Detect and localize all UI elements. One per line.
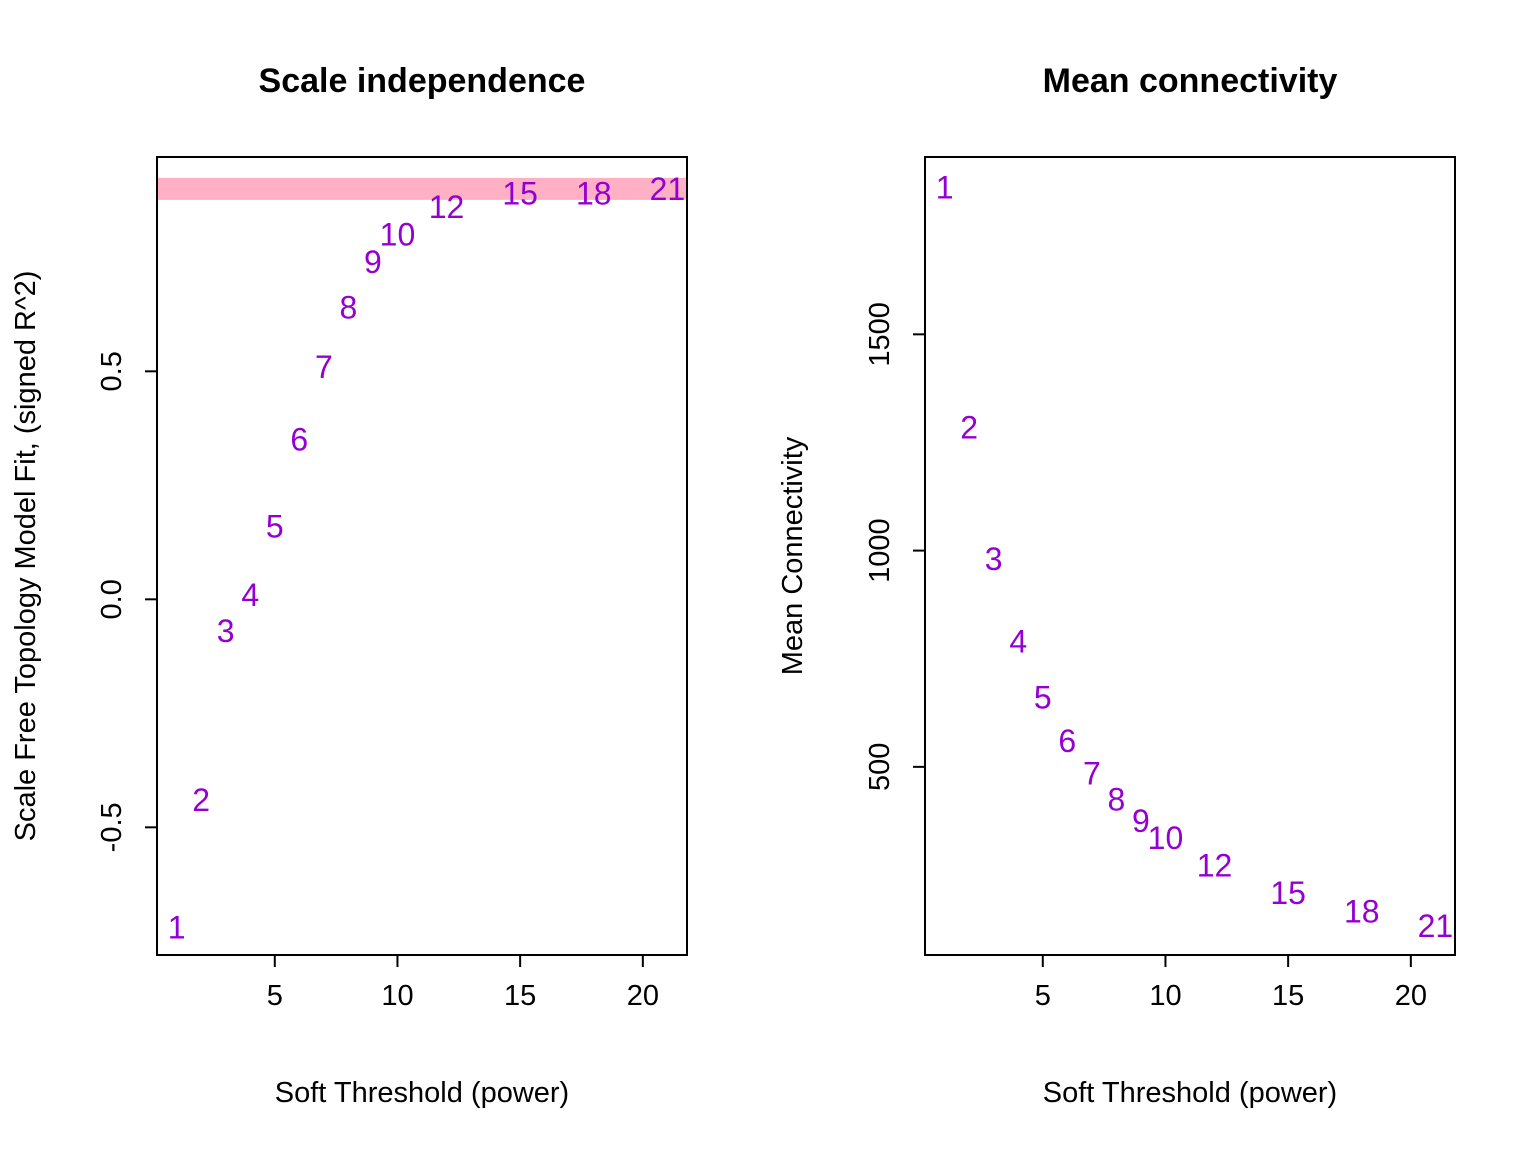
data-point-label: 5 <box>266 508 284 544</box>
data-point-label: 9 <box>1132 803 1150 839</box>
plot-frame <box>924 156 1456 956</box>
data-point-label: 6 <box>290 422 308 458</box>
data-point-label: 10 <box>380 217 416 253</box>
data-point-label: 18 <box>576 175 612 211</box>
data-point-label: 12 <box>429 189 465 225</box>
data-point-label: 4 <box>1009 623 1027 659</box>
mean-connectivity-panel: Mean connectivity Soft Threshold (power)… <box>777 62 1456 1109</box>
data-point-label: 2 <box>192 782 210 818</box>
x-tick-label: 15 <box>504 980 536 1012</box>
data-point-label: 15 <box>1270 875 1306 911</box>
y-tick-label: 1500 <box>864 302 896 367</box>
data-point-label: 15 <box>502 175 538 211</box>
data-point-label: 21 <box>1418 908 1454 944</box>
y-tick-label: 0.0 <box>96 579 128 619</box>
data-point-label: 2 <box>960 409 978 445</box>
data-point-label: 1 <box>936 169 954 205</box>
data-point-label: 7 <box>315 349 333 385</box>
x-tick-label: 15 <box>1272 980 1304 1012</box>
y-axis-label: Scale Free Topology Model Fit, (signed R… <box>10 271 42 842</box>
data-point-label: 12 <box>1197 847 1233 883</box>
data-point-label: 10 <box>1148 820 1184 856</box>
plot-frame <box>156 156 688 956</box>
x-tick-label: 5 <box>1035 980 1051 1012</box>
data-point-label: 9 <box>364 244 382 280</box>
x-tick-label: 20 <box>1395 980 1427 1012</box>
x-axis-label: Soft Threshold (power) <box>275 1077 569 1109</box>
data-point-label: 4 <box>241 577 259 613</box>
x-tick-label: 5 <box>267 980 283 1012</box>
y-tick-label: 1000 <box>864 518 896 583</box>
data-point-label: 3 <box>985 541 1003 577</box>
x-tick-label: 20 <box>627 980 659 1012</box>
x-axis-label: Soft Threshold (power) <box>1043 1077 1337 1109</box>
x-tick-label: 10 <box>1149 980 1181 1012</box>
data-point-label: 5 <box>1034 680 1052 716</box>
data-point-label: 21 <box>650 171 686 207</box>
data-point-label: 8 <box>1107 781 1125 817</box>
x-tick-label: 10 <box>381 980 413 1012</box>
data-point-label: 18 <box>1344 894 1380 930</box>
data-point-label: 7 <box>1083 755 1101 791</box>
y-tick-label: 0.5 <box>96 351 128 391</box>
data-point-label: 1 <box>168 910 186 946</box>
chart-title: Mean connectivity <box>1043 62 1338 100</box>
data-point-label: 8 <box>339 289 357 325</box>
y-axis-label: Mean Connectivity <box>777 436 809 675</box>
y-tick-label: -0.5 <box>96 802 128 852</box>
y-tick-label: 500 <box>864 743 896 791</box>
scale-independence-panel: Scale independence Soft Threshold (power… <box>10 62 688 1109</box>
data-point-label: 6 <box>1058 723 1076 759</box>
data-point-label: 3 <box>217 613 235 649</box>
chart-title: Scale independence <box>259 62 586 100</box>
